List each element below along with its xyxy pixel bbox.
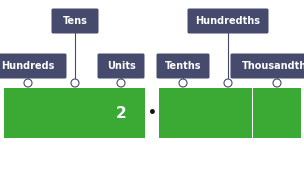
Text: Thousandths: Thousandths — [241, 61, 304, 71]
Circle shape — [24, 79, 32, 87]
Text: Tenths: Tenths — [165, 61, 201, 71]
FancyBboxPatch shape — [230, 54, 304, 78]
FancyBboxPatch shape — [4, 88, 52, 138]
Circle shape — [71, 79, 79, 87]
Text: •: • — [147, 106, 157, 120]
Circle shape — [117, 79, 125, 87]
FancyBboxPatch shape — [51, 9, 98, 34]
Text: Units: Units — [107, 61, 135, 71]
Circle shape — [224, 79, 232, 87]
FancyBboxPatch shape — [157, 54, 209, 78]
FancyBboxPatch shape — [253, 88, 301, 138]
FancyBboxPatch shape — [188, 9, 268, 34]
Text: Tens: Tens — [63, 16, 88, 26]
Text: Hundredths: Hundredths — [195, 16, 261, 26]
FancyBboxPatch shape — [0, 54, 67, 78]
FancyBboxPatch shape — [204, 88, 252, 138]
FancyBboxPatch shape — [98, 54, 144, 78]
Circle shape — [273, 79, 281, 87]
Circle shape — [179, 79, 187, 87]
FancyBboxPatch shape — [51, 88, 99, 138]
FancyBboxPatch shape — [97, 88, 145, 138]
Text: Hundreds: Hundreds — [1, 61, 55, 71]
FancyBboxPatch shape — [159, 88, 207, 138]
Text: 2: 2 — [116, 106, 126, 121]
